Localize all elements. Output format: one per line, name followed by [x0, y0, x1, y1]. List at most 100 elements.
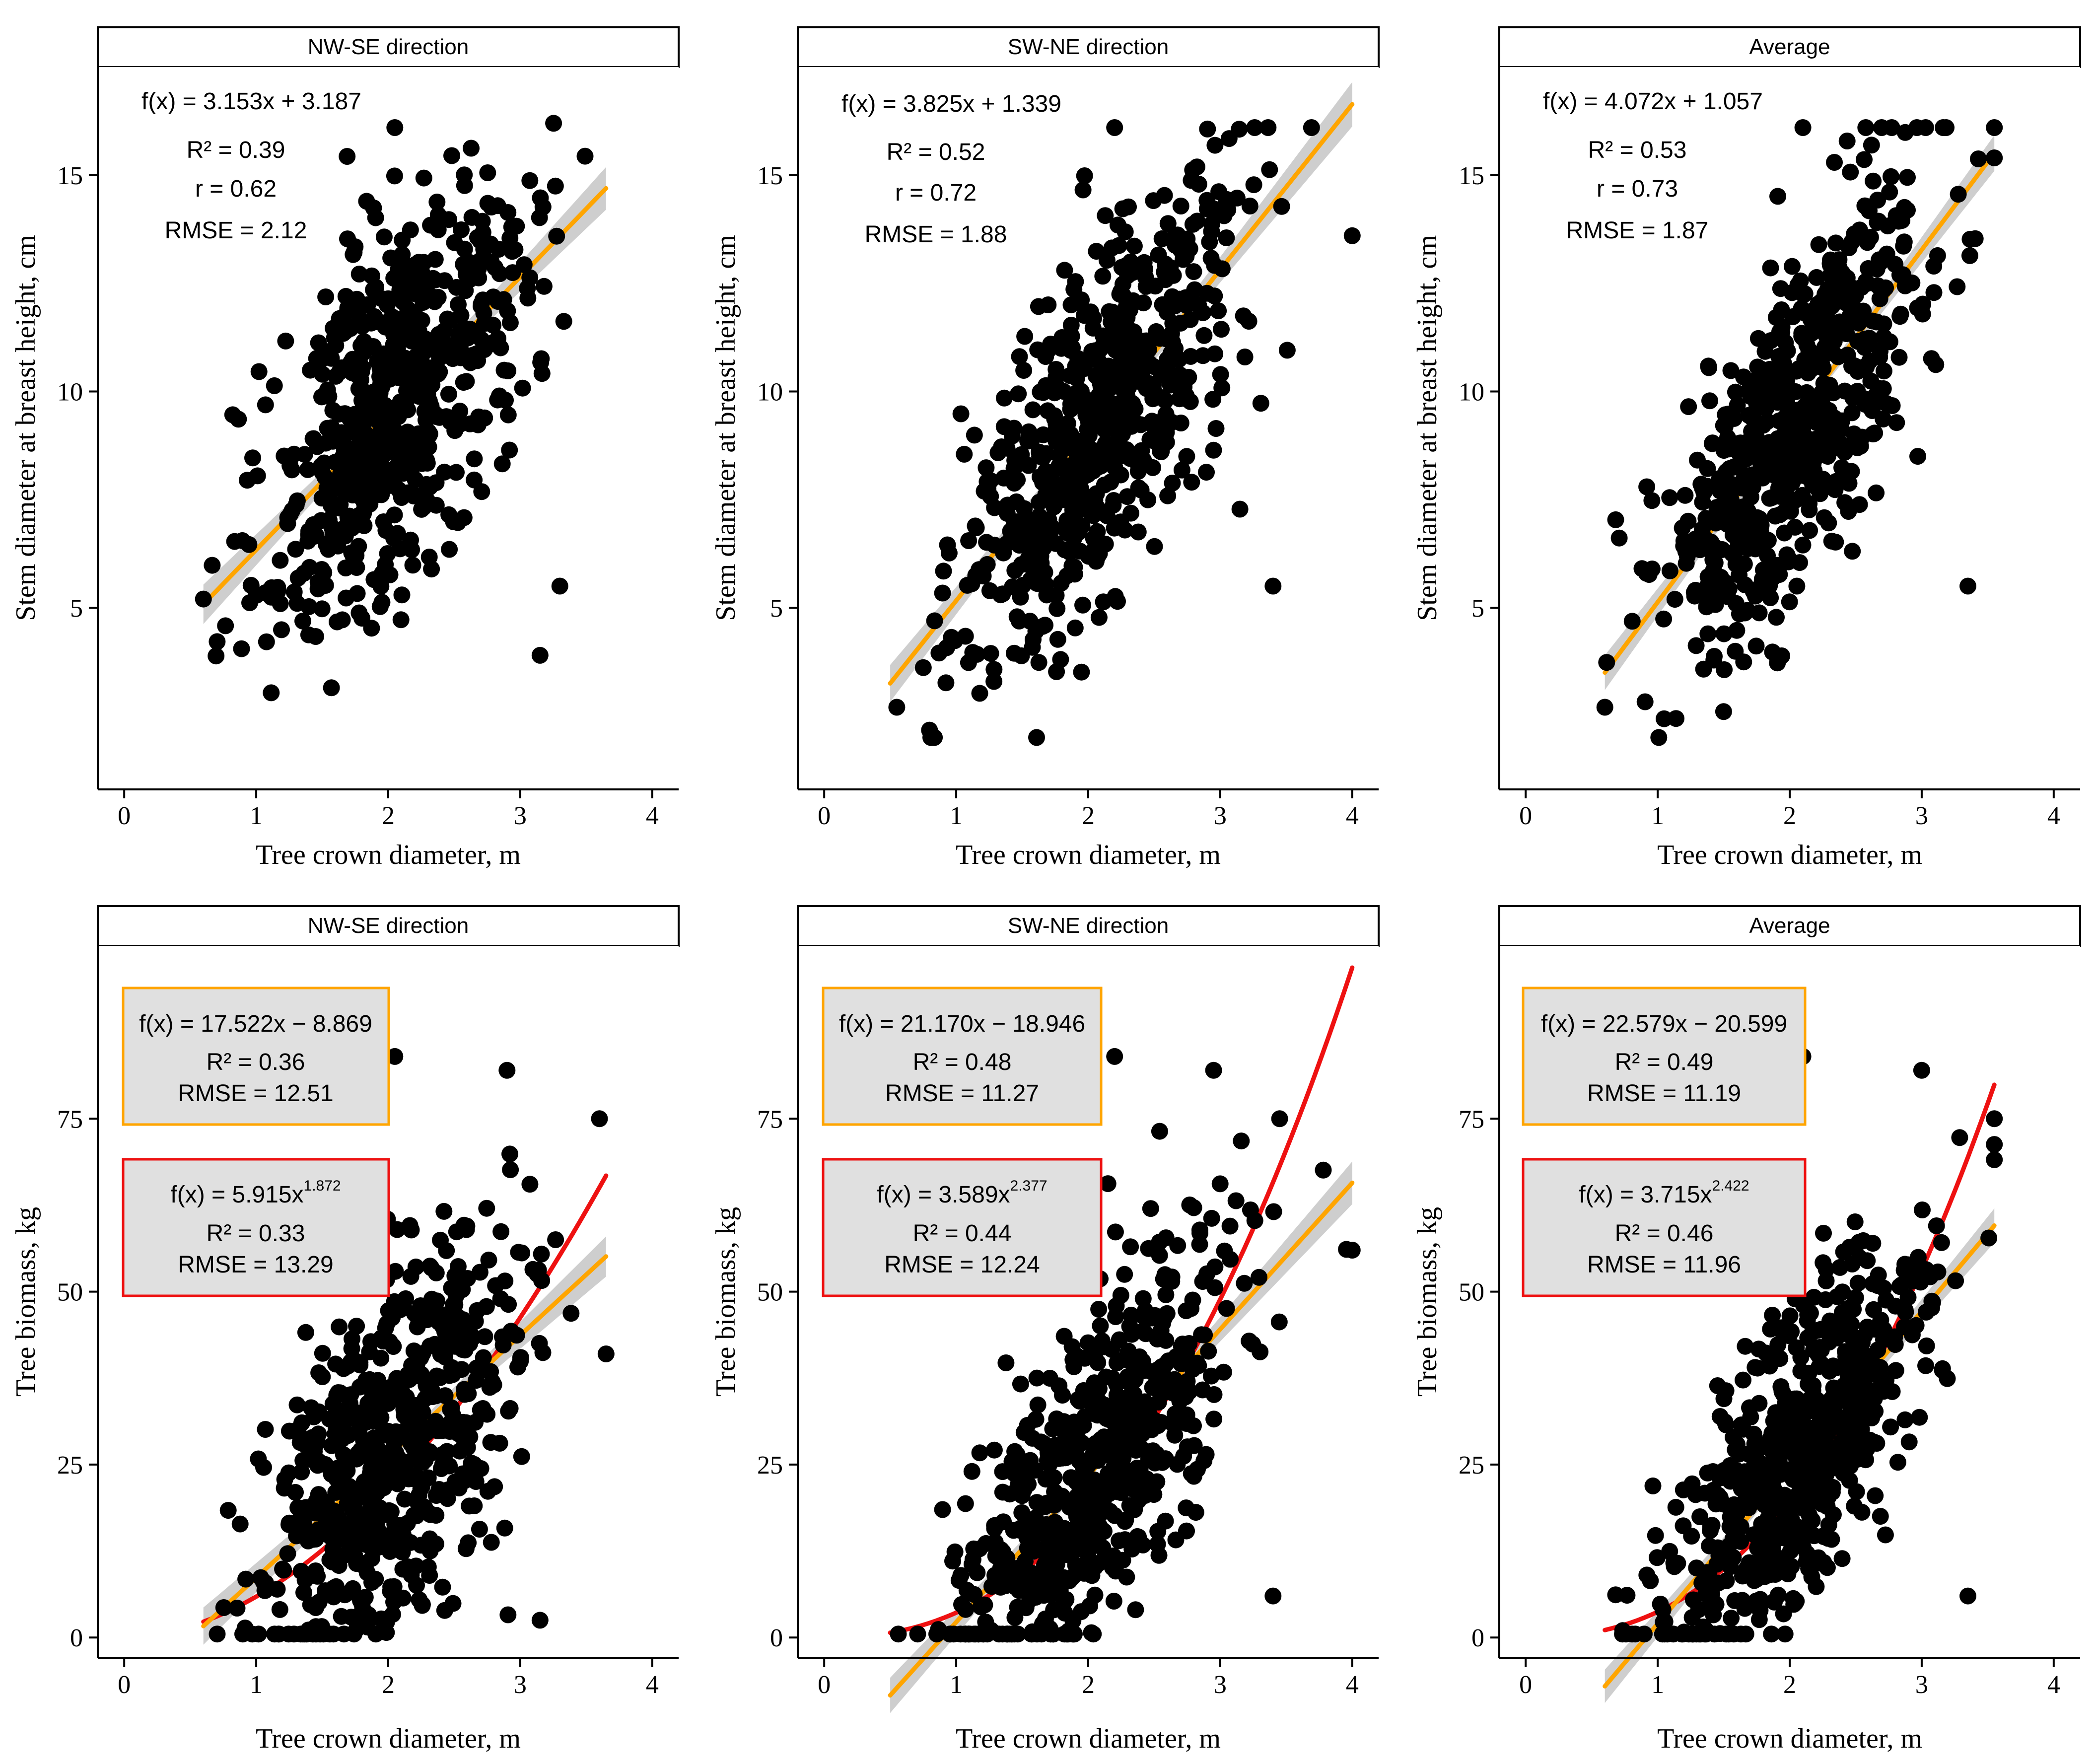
data-point: [428, 193, 446, 211]
data-point: [342, 1494, 359, 1512]
data-point: [502, 1161, 519, 1179]
data-point: [1022, 1452, 1039, 1469]
data-point: [476, 1328, 493, 1345]
data-point: [471, 1521, 488, 1538]
data-point: [426, 271, 444, 288]
data-point: [1099, 1175, 1117, 1193]
data-point: [1058, 422, 1075, 439]
data-point: [448, 1323, 466, 1341]
data-point: [1739, 433, 1756, 451]
data-point: [1873, 119, 1890, 136]
data-point: [1719, 429, 1736, 446]
data-point: [1895, 237, 1912, 255]
linear-fit-box: [1522, 987, 1807, 1126]
data-point: [1061, 1572, 1078, 1589]
linear-rmse: RMSE = 12.51: [178, 1080, 334, 1107]
data-point: [1129, 463, 1147, 480]
data-point: [1156, 263, 1173, 281]
data-point: [1029, 1396, 1047, 1413]
data-point: [405, 1342, 422, 1359]
data-point: [466, 450, 483, 468]
data-point: [1674, 519, 1691, 537]
data-point: [1185, 1199, 1202, 1216]
data-point: [1123, 1435, 1140, 1453]
data-point: [304, 1429, 321, 1446]
power-fit-box: [1522, 1158, 1807, 1297]
data-point: [1149, 1523, 1167, 1540]
data-point: [1951, 1129, 1968, 1146]
data-point: [1194, 347, 1212, 364]
data-point: [1762, 589, 1779, 606]
data-point: [1959, 1587, 1976, 1605]
panel-bottom-middle: SW-NE direction 0 1 2 3 4 0 25 50 75 Tree crown …: [710, 905, 1380, 1754]
data-point: [277, 332, 294, 350]
data-point: [1827, 1330, 1845, 1346]
data-point: [387, 1263, 404, 1280]
data-point: [1677, 487, 1694, 504]
data-point: [1172, 198, 1189, 214]
data-point: [427, 474, 445, 492]
data-point: [547, 177, 564, 195]
data-point: [1633, 560, 1651, 577]
data-point: [1878, 395, 1895, 412]
point-layer: [888, 119, 1361, 746]
data-point: [1188, 158, 1205, 176]
data-point: [1668, 710, 1684, 727]
data-point: [1598, 654, 1615, 671]
data-point: [1970, 150, 1987, 167]
data-point: [1130, 479, 1147, 496]
data-point: [1021, 1578, 1038, 1596]
data-point: [195, 590, 212, 608]
data-point: [456, 177, 473, 194]
data-point: [1692, 476, 1710, 493]
y-tick-label: 5: [770, 594, 783, 623]
data-point: [434, 1456, 451, 1473]
data-point: [1891, 308, 1909, 325]
data-point: [1252, 1343, 1269, 1360]
data-point: [1849, 333, 1867, 350]
data-point: [1762, 332, 1780, 349]
data-point: [440, 385, 457, 403]
y-tick-label: 0: [70, 1624, 83, 1652]
data-point: [263, 684, 280, 702]
point-layer: [209, 1048, 615, 1643]
data-point: [1213, 321, 1230, 338]
y-axis-title: Tree biomass, kg: [710, 1207, 741, 1397]
data-point: [562, 1305, 580, 1322]
data-point: [1148, 1473, 1166, 1490]
data-point: [1062, 296, 1080, 314]
data-point: [1132, 416, 1149, 433]
data-point: [971, 685, 988, 702]
data-point: [407, 471, 424, 489]
data-point: [1875, 380, 1892, 397]
data-point: [1265, 1203, 1282, 1220]
data-point: [1636, 693, 1654, 710]
x-tick-label: 0: [818, 1671, 831, 1699]
data-point: [499, 406, 517, 423]
data-point: [311, 1625, 329, 1643]
data-point: [1881, 183, 1898, 201]
data-point: [1236, 349, 1254, 365]
data-point: [489, 197, 506, 214]
y-tick-label: 50: [757, 1278, 783, 1307]
data-point: [1762, 1538, 1779, 1555]
y-axis-title: Stem diameter at breast height, cm: [10, 235, 41, 621]
data-point: [355, 333, 372, 350]
x-tick-label: 1: [1651, 802, 1664, 830]
data-point: [1896, 277, 1914, 294]
data-point: [1674, 1625, 1691, 1643]
data-point: [1765, 466, 1783, 484]
data-point: [1917, 1357, 1934, 1374]
data-point: [304, 430, 322, 447]
data-point: [426, 251, 444, 268]
data-point: [1188, 212, 1206, 230]
data-point: [461, 415, 479, 432]
data-point: [334, 521, 350, 538]
tick-layer: 0 1 2 3 4 0 25 50 75: [57, 1105, 659, 1699]
data-point: [1844, 543, 1861, 560]
data-point: [1823, 1531, 1840, 1548]
data-point: [1086, 342, 1104, 359]
data-point: [1693, 521, 1711, 538]
data-point: [1918, 1337, 1935, 1354]
data-point: [1020, 550, 1037, 567]
